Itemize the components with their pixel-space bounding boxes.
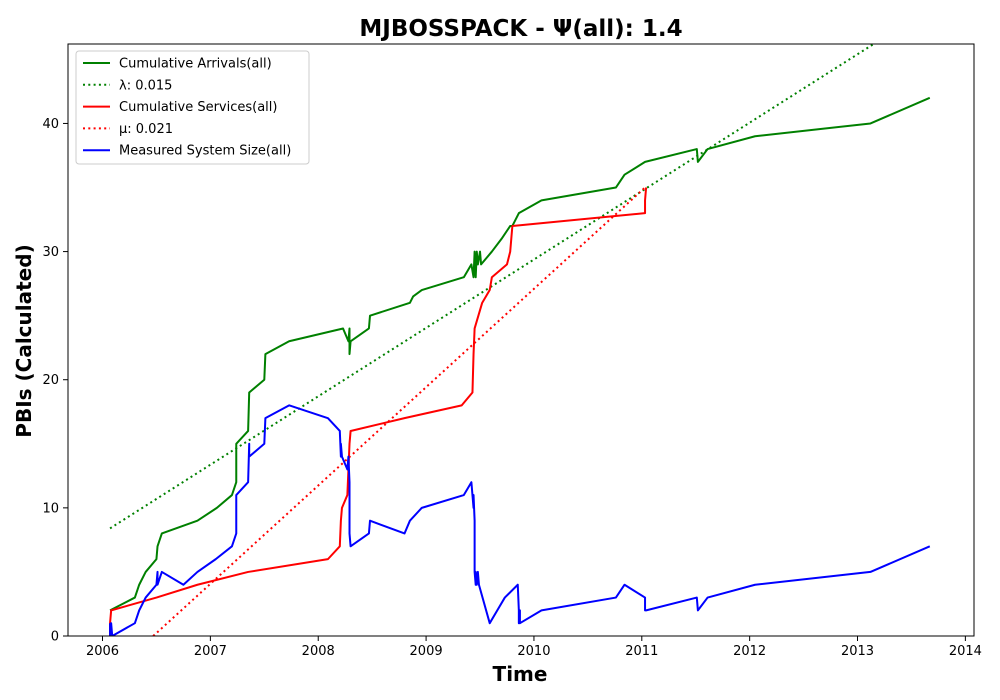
y-axis-label: PBIs (Calculated) <box>12 244 36 437</box>
legend: Cumulative Arrivals(all) λ: 0.015 Cumulati… <box>75 50 310 165</box>
x-tick-label: 2007 <box>194 644 227 659</box>
legend-label-1: λ: 0.015 <box>119 78 172 93</box>
legend-label-3: μ: 0.021 <box>119 122 173 137</box>
y-tick-label: 30 <box>42 245 59 260</box>
series-line-2 <box>109 187 648 636</box>
legend-label-2: Cumulative Services(all) <box>119 100 277 115</box>
series-line-4 <box>109 404 931 636</box>
x-tick-label: 2013 <box>841 644 874 659</box>
y-tick-label: 20 <box>42 373 59 388</box>
y-tick-label: 0 <box>51 630 59 645</box>
x-tick-label: 2010 <box>517 644 550 659</box>
series-line-1 <box>109 44 875 530</box>
legend-label-0: Cumulative Arrivals(all) <box>119 57 272 72</box>
chart-title: MJBOSSPACK - Ψ(all): 1.4 <box>359 16 682 42</box>
legend-box <box>75 50 310 165</box>
plot-frame <box>67 43 975 637</box>
x-tick-label: 2006 <box>86 644 119 659</box>
legend-label-4: Measured System Size(all) <box>119 144 291 159</box>
x-tick-label: 2008 <box>302 644 335 659</box>
y-tick-label: 40 <box>42 117 59 132</box>
x-axis-label: Time <box>493 662 548 686</box>
y-tick-label: 10 <box>42 501 59 516</box>
ticks-layer: 2006 2007 2008 2009 2010 2011 2012 2013 2014 0 10 2… <box>42 117 981 659</box>
x-tick-label: 2009 <box>410 644 443 659</box>
series-layer <box>109 44 931 636</box>
x-tick-label: 2014 <box>949 644 982 659</box>
x-tick-label: 2012 <box>733 644 766 659</box>
series-line-0 <box>109 96 931 612</box>
x-tick-label: 2011 <box>625 644 658 659</box>
series-line-3 <box>152 186 646 636</box>
